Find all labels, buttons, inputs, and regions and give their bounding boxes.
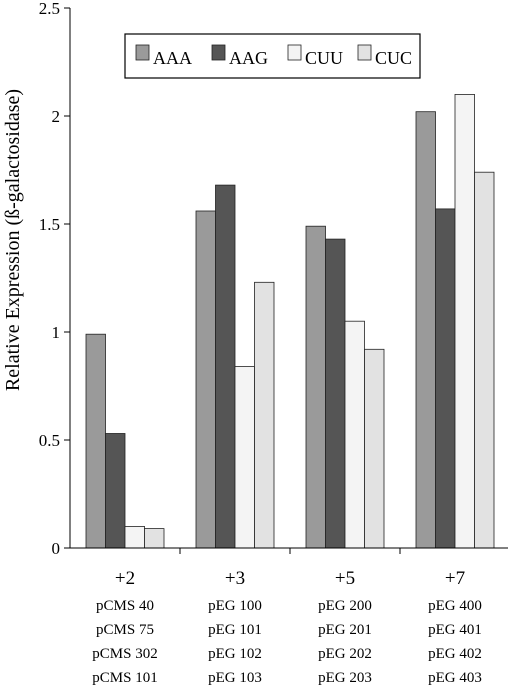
bar-cuc-1 (144, 528, 165, 549)
x-plasmid-label: pEG 400 (428, 598, 482, 614)
x-plasmid-label: pEG 403 (428, 670, 482, 686)
x-plasmid-label: pEG 100 (208, 598, 262, 614)
bars-layer (85, 94, 495, 549)
bar-aaa-3 (305, 225, 326, 549)
x-plasmid-label: pCMS 101 (92, 670, 157, 686)
legend: AAA AAG CUU CUC (124, 33, 421, 79)
bar-aag-4 (435, 208, 456, 549)
y-tick-label: 0.5 (39, 431, 60, 450)
y-tick-label: 0 (52, 539, 61, 558)
legend-swatch-cuu (287, 44, 302, 61)
x-category-label: +5 (335, 568, 355, 589)
x-plasmid-label: pEG 200 (318, 598, 372, 614)
bar-aag-1 (105, 433, 126, 549)
y-axis-title: Relative Expression (ß-galactosidase) (2, 89, 24, 391)
x-plasmid-label: pCMS 302 (92, 646, 157, 662)
x-plasmid-label: pEG 201 (318, 622, 372, 638)
x-plasmid-label: pEG 401 (428, 622, 482, 638)
legend-swatch-aag (211, 44, 226, 61)
x-category-label: +7 (445, 568, 465, 589)
bar-cuc-2 (254, 281, 275, 549)
x-plasmid-label: pEG 202 (318, 646, 372, 662)
x-plasmid-label: pEG 203 (318, 670, 372, 686)
legend-label-cuc: CUC (375, 48, 412, 68)
bar-cuc-3 (364, 348, 385, 549)
legend-label-aaa: AAA (153, 48, 192, 68)
y-tick-label: 2 (52, 107, 61, 126)
x-category-label: +3 (225, 568, 245, 589)
labels-layer: 0 0.5 1 1.5 2 2.5 +2 pCMS 40 pCMS 75 pCMS 302 pCMS… (2, 0, 482, 686)
legend-label-aag: AAG (229, 48, 268, 68)
legend-label-cuu: CUU (305, 48, 343, 68)
x-plasmid-label: pEG 103 (208, 670, 262, 686)
x-plasmid-label: pEG 402 (428, 646, 482, 662)
x-plasmid-label: pEG 102 (208, 646, 262, 662)
x-plasmid-label: pCMS 40 (96, 598, 154, 614)
bar-aag-3 (325, 238, 346, 549)
bar-cuc-4 (474, 171, 495, 549)
bar-cuu-2 (234, 366, 255, 549)
x-plasmid-label: pCMS 75 (96, 622, 154, 638)
axes-layer (64, 7, 508, 554)
bar-cuu-4 (454, 94, 475, 549)
bar-aaa-2 (195, 210, 216, 549)
x-category-label: +2 (115, 568, 135, 589)
bar-aaa-1 (85, 333, 106, 549)
bar-cuu-1 (124, 526, 145, 549)
y-tick-label: 2.5 (39, 0, 60, 18)
bar-aag-2 (215, 184, 236, 549)
x-plasmid-label: pEG 101 (208, 622, 262, 638)
bar-aaa-4 (415, 111, 436, 549)
y-tick-label: 1.5 (39, 215, 60, 234)
y-tick-label: 1 (52, 323, 61, 342)
legend-swatch-cuc (357, 44, 372, 61)
bar-cuu-3 (344, 320, 365, 549)
legend-swatch-aaa (135, 44, 150, 61)
